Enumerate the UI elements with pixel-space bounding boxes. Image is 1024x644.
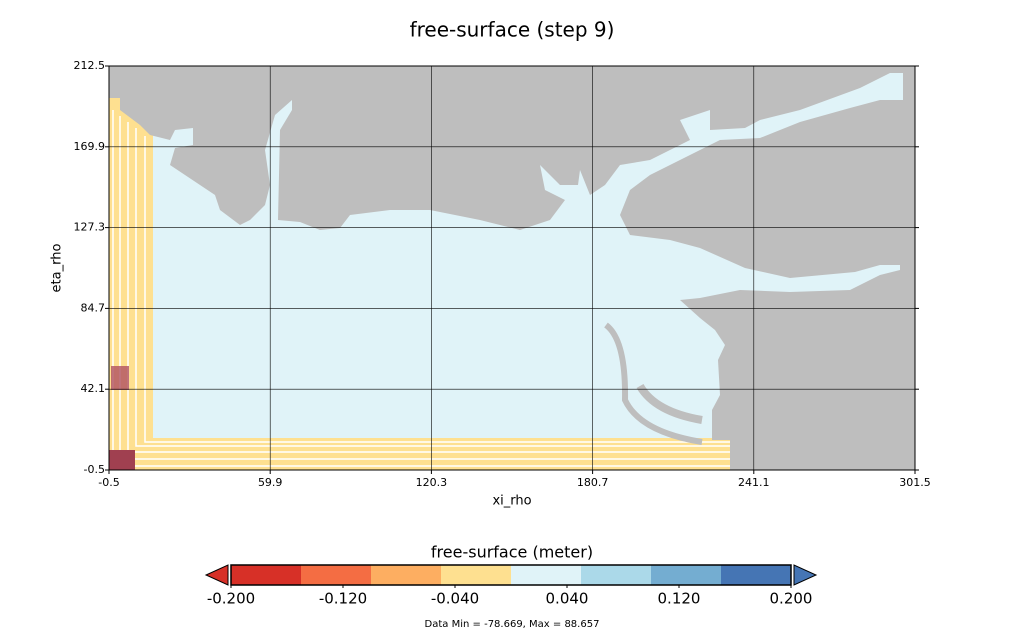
land xyxy=(109,66,915,470)
colorbar-tick-label: 0.120 xyxy=(658,590,701,608)
noise-patch xyxy=(111,366,129,390)
x-tick-label: 301.5 xyxy=(899,476,931,489)
colorbar-bin xyxy=(581,565,651,585)
colorbar-tick-label: 0.040 xyxy=(546,590,589,608)
colorbar-title: free-surface (meter) xyxy=(431,543,593,562)
colorbar-bin xyxy=(301,565,371,585)
colorbar-tick-label: -0.040 xyxy=(431,590,479,608)
y-tick-label: 84.7 xyxy=(81,301,106,314)
x-tick-label: -0.5 xyxy=(98,476,119,489)
map-field xyxy=(109,66,915,470)
x-tick-label: 241.1 xyxy=(738,476,770,489)
colorbar-bin xyxy=(511,565,581,585)
y-tick-label: 42.1 xyxy=(81,382,106,395)
colorbar-tick-label: 0.200 xyxy=(770,590,813,608)
x-tick-label: 120.3 xyxy=(416,476,448,489)
colorbar-bin xyxy=(721,565,791,585)
boundary-band-south xyxy=(109,438,740,470)
footnote: Data Min = -78.669, Max = 88.657 xyxy=(425,619,600,630)
y-axis-label: eta_rho xyxy=(50,244,65,293)
x-tick-label: 59.9 xyxy=(258,476,283,489)
island xyxy=(636,383,703,424)
y-tick-label: 212.5 xyxy=(74,59,106,72)
y-tick-label: 169.9 xyxy=(74,140,106,153)
colorbar-frame xyxy=(230,564,792,586)
island xyxy=(604,322,703,445)
noise-patch xyxy=(109,450,135,470)
y-tick-label: -0.5 xyxy=(84,463,105,476)
colorbar-bin xyxy=(371,565,441,585)
colorbar-tick-label: -0.200 xyxy=(207,590,255,608)
colorbar-extend-max xyxy=(793,564,818,586)
x-axis-label: xi_rho xyxy=(492,494,531,509)
y-tick-label: 127.3 xyxy=(74,221,106,234)
colorbar-bin xyxy=(231,565,301,585)
colorbar-tick-label: -0.120 xyxy=(319,590,367,608)
colorbar-extend-min xyxy=(204,564,229,586)
x-tick-label: 180.7 xyxy=(577,476,609,489)
boundary-band-west xyxy=(109,98,153,470)
chart-title: free-surface (step 9) xyxy=(410,18,615,42)
colorbar-bin xyxy=(651,565,721,585)
colorbar-bin xyxy=(441,565,511,585)
